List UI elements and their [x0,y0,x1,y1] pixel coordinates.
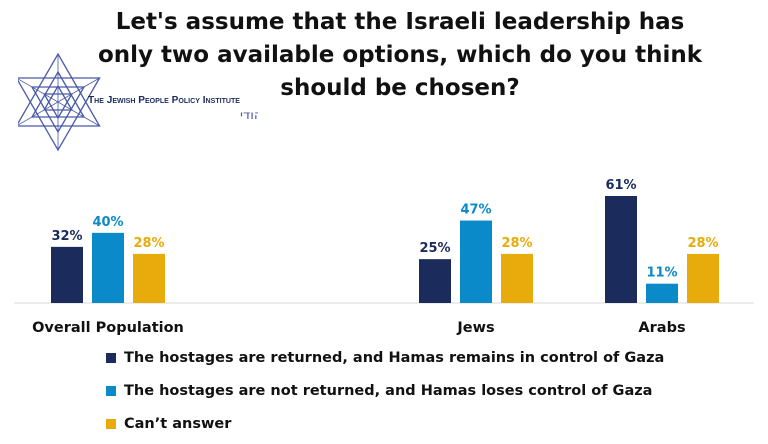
chart-title: Let's assume that the Israeli leadership… [70,6,730,105]
star-of-david-icon [18,52,101,152]
title-line-3: should be chosen? [280,75,520,101]
jppi-logo: The Jewish People Policy Institute המכון… [18,52,258,152]
bar-arabs-series-1 [605,196,637,303]
bar-overall-population-series-3 [133,253,165,303]
value-label-overall-population-series-1: 32% [51,229,82,244]
legend-label-not-returned: The hostages are not returned, and Hamas… [124,382,653,399]
legend-item-returned: The hostages are returned, and Hamas rem… [106,341,664,374]
legend-item-cant-answer: Can’t answer [106,407,664,440]
title-line-1: Let's assume that the Israeli leadership… [115,9,685,35]
category-label-overall-population: Overall Population [32,320,184,336]
value-label-overall-population-series-3: 28% [133,236,164,251]
legend: The hostages are returned, and Hamas rem… [106,341,664,440]
legend-swatch-cant-answer [106,418,116,429]
value-label-arabs-series-2: 11% [646,266,677,281]
bar-jews-series-3 [501,253,533,303]
value-labels-group: 32% 40% 28% 25% 47% 28% 61% 11% 28% [51,178,718,281]
legend-swatch-not-returned [106,385,116,396]
bar-jews-series-2 [460,220,492,303]
legend-label-returned: The hostages are returned, and Hamas rem… [124,349,665,366]
logo-name-he: המכון למדיניות העם היהודי [240,108,258,122]
bar-arabs-series-3 [687,253,719,303]
category-labels-group: Overall Population Jews Arabs [32,320,685,336]
bars-group [51,196,719,303]
legend-swatch-returned [106,352,116,363]
bar-overall-population-series-2 [92,232,124,303]
value-label-jews-series-3: 28% [501,236,532,251]
legend-label-cant-answer: Can’t answer [124,415,232,432]
category-label-jews: Jews [456,320,494,336]
title-line-2: only two available options, which do you… [97,42,703,68]
bar-chart: 32% 40% 28% 25% 47% 28% 61% 11% 28% Overall Popu… [14,178,754,336]
category-label-arabs: Arabs [638,320,685,336]
value-label-jews-series-2: 47% [460,203,491,218]
value-label-jews-series-1: 25% [419,241,450,256]
bar-overall-population-series-1 [51,246,83,303]
value-label-arabs-series-3: 28% [687,236,718,251]
value-label-overall-population-series-2: 40% [92,215,123,230]
logo-name-en: The Jewish People Policy Institute [88,95,240,106]
bar-arabs-series-2 [646,283,678,303]
legend-item-not-returned: The hostages are not returned, and Hamas… [106,374,664,407]
value-label-arabs-series-1: 61% [605,178,636,193]
bar-jews-series-1 [419,259,451,303]
